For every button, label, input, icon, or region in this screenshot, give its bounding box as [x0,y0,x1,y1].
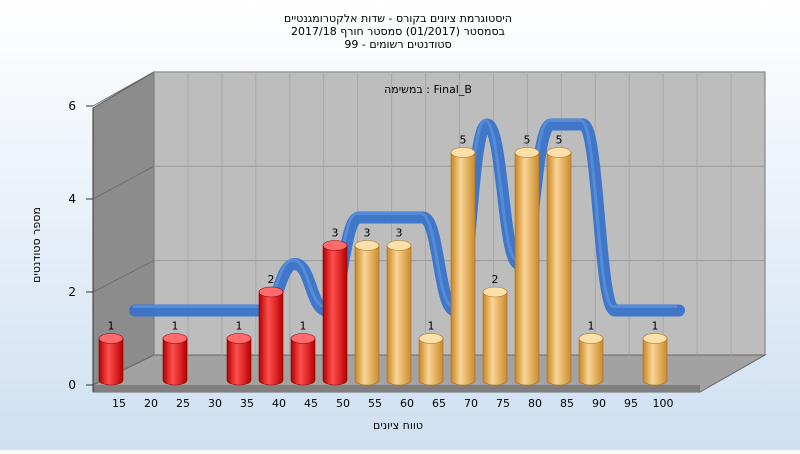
x-tick-label: 25 [176,397,190,410]
bar-45: 1 [290,320,316,386]
bar-body [642,338,668,386]
bar-top [418,333,444,344]
grid-line-wall [92,260,155,293]
bar-top [290,333,316,344]
bar-50: 3 [322,227,348,386]
bar-body [418,338,444,386]
x-tick-label: 95 [624,397,638,410]
bar-value-label: 3 [332,227,339,240]
bar-top [546,147,572,158]
bar-body [514,152,540,386]
bar-value-label: 5 [524,134,531,147]
bar-body [290,338,316,386]
bar-value-label: 1 [428,320,435,333]
bar-80: 5 [514,134,540,386]
bar-value-label: 1 [588,320,595,333]
bar-body [450,152,476,386]
grid-line-wall [92,165,155,200]
bar-value-label: 2 [492,273,499,286]
bar-value-label: 3 [396,227,403,240]
annotation-label: במשימה : Final_B [384,83,472,96]
x-tick-label: 40 [272,397,286,410]
bar-60: 3 [386,227,412,386]
bar-85: 5 [546,134,572,386]
y-tick-label: 4 [68,192,76,206]
floor-front-edge [93,385,700,392]
bar-top [98,333,124,344]
grid-line-wall [92,71,155,107]
bar-value-label: 1 [236,320,243,333]
bar-15: 1 [98,320,124,386]
x-tick-label: 15 [112,397,126,410]
bar-35: 1 [226,320,252,386]
bar-top [354,240,380,251]
bar-value-label: 1 [108,320,115,333]
bar-body [578,338,604,386]
x-tick-label: 55 [368,397,382,410]
bar-65: 1 [418,320,444,386]
bar-top [450,147,476,158]
bar-body [226,338,252,386]
y-tick-label: 0 [68,378,76,392]
bar-value-label: 3 [364,227,371,240]
bar-70: 5 [450,134,476,386]
bar-body [162,338,188,386]
ribbon-highlight [133,118,677,309]
bar-top [162,333,188,344]
bar-value-label: 1 [172,320,179,333]
x-tick-label: 75 [496,397,510,410]
bar-40: 2 [258,273,284,386]
title-line-3: סטודנטים רשומים - 99 [344,38,451,51]
bar-value-label: 1 [300,320,307,333]
x-tick-label: 70 [464,397,478,410]
bar-value-label: 5 [460,134,467,147]
x-tick-label: 50 [336,397,350,410]
bar-value-label: 5 [556,134,563,147]
chart-title: היסטוגרמת ציונים בקורס - שדות אלקטרומגנט… [284,12,512,51]
x-tick-label: 20 [144,397,158,410]
bar-body [98,338,124,386]
y-tick-label: 6 [68,99,76,113]
bar-value-label: 2 [268,273,275,286]
bars: 1 1 1 2 1 3 3 3 1 5 2 5 5 1 1 [98,134,668,386]
bar-body [386,245,412,386]
x-tick-label: 100 [653,397,674,410]
bar-top [482,286,508,298]
bar-90: 1 [578,320,604,386]
bar-top [226,333,252,344]
bar-top [578,333,604,344]
bar-25: 1 [162,320,188,386]
y-axis-label: מספר סטודנטים [30,207,43,283]
bar-body [322,245,348,386]
y-tick-label: 2 [68,285,76,299]
bar-body [546,152,572,386]
title-line-2: בסמסטר (01/2017) סמסטר חורף 2017/18 [291,25,505,38]
x-tick-label: 90 [592,397,606,410]
bar-body [258,291,284,386]
bar-body [354,245,380,386]
x-tick-label: 35 [240,397,254,410]
x-tick-label: 85 [560,397,574,410]
bar-55: 3 [354,227,380,386]
bar-body [482,291,508,386]
bar-value-label: 1 [652,320,659,333]
bar-100: 1 [642,320,668,386]
bar-top [258,286,284,298]
x-tick-label: 80 [528,397,542,410]
title-line-1: היסטוגרמת ציונים בקורס - שדות אלקטרומגנט… [284,12,512,25]
x-axis-label: טווח ציונים [373,419,423,432]
x-tick-label: 60 [400,397,414,410]
x-tick-label: 30 [208,397,222,410]
bar-75: 2 [482,273,508,386]
bar-top [642,333,668,344]
x-tick-label: 45 [304,397,318,410]
bar-top [514,147,540,158]
bar-top [386,240,412,251]
bar-top [322,240,348,251]
x-tick-label: 65 [432,397,446,410]
